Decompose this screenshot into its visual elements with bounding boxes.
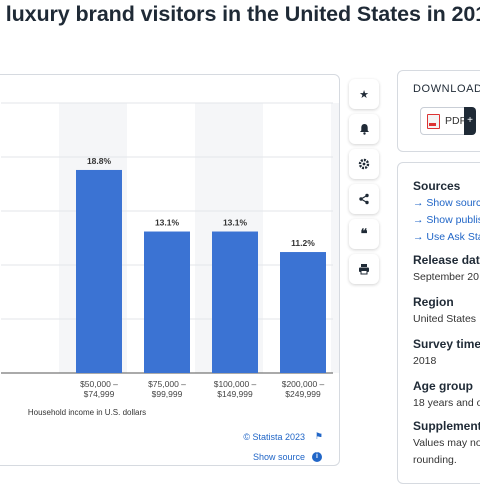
pdf-icon <box>427 113 440 129</box>
download-title: DOWNLOAD <box>413 83 480 95</box>
ask-statista-link[interactable]: → Use Ask Sta <box>413 231 480 243</box>
survey-time-heading: Survey time <box>413 337 480 351</box>
chart-panel: 18.8% $50,000 – $74,999 13.1% $75,000 – $99,9… <box>0 74 340 466</box>
x-tick-label: $50,000 – <box>80 379 118 389</box>
survey-time-value: 2018 <box>413 355 437 367</box>
supplement-line-1: Values may no <box>413 437 480 449</box>
data-label: 13.1% <box>223 218 248 228</box>
x-tick-label: $200,000 – <box>282 379 325 389</box>
bell-icon[interactable] <box>349 114 379 144</box>
x-tick-label: $149,999 <box>217 389 253 399</box>
data-label: 18.8% <box>87 156 112 166</box>
bar[interactable] <box>280 252 326 373</box>
chart-toolbar: ★ ❝ <box>349 79 379 289</box>
data-label: 11.2% <box>291 238 315 248</box>
print-icon[interactable] <box>349 254 379 284</box>
data-label: 13.1% <box>155 218 180 228</box>
supplement-heading: Supplement <box>413 419 480 433</box>
star-icon[interactable]: ★ <box>349 79 379 109</box>
gear-icon[interactable] <box>349 149 379 179</box>
share-icon[interactable] <box>349 184 379 214</box>
bar-chart: 18.8% $50,000 –$74,999 13.1% $75,000 –$99,9… <box>1 102 339 417</box>
plus-button[interactable]: + <box>464 107 476 135</box>
region-value: United States <box>413 313 477 325</box>
x-axis-label: Household income in U.S. dollars <box>28 408 146 417</box>
age-group-heading: Age group <box>413 379 473 393</box>
download-card: DOWNLOAD PDF + <box>397 70 480 152</box>
release-date-value: September 20 <box>413 271 479 283</box>
x-tick-label: $99,999 <box>152 389 183 399</box>
supplement-line-2: rounding. <box>413 454 457 466</box>
info-icon[interactable]: i <box>312 452 322 462</box>
x-tick-label: $75,000 – <box>148 379 186 389</box>
page-title: e luxury brand visitors in the United St… <box>0 2 480 26</box>
pdf-label: PDF <box>445 115 466 127</box>
column-shade <box>331 103 339 373</box>
details-card: Sources → Show sourc → Show publis → Use… <box>397 162 480 484</box>
show-source-detail-link[interactable]: → Show sourc <box>413 197 480 209</box>
show-source-link[interactable]: Show source <box>252 452 305 462</box>
show-publisher-link[interactable]: → Show publis <box>413 214 480 226</box>
pdf-download-button[interactable]: PDF <box>420 107 472 135</box>
sources-heading: Sources <box>413 179 461 193</box>
x-tick-label: $74,999 <box>84 389 115 399</box>
age-group-value: 18 years and o <box>413 397 480 409</box>
bar[interactable] <box>144 231 190 373</box>
bar[interactable] <box>76 169 122 373</box>
x-tick-label: $249,999 <box>285 389 321 399</box>
region-heading: Region <box>413 295 454 309</box>
bar[interactable] <box>212 231 258 373</box>
statista-credit[interactable]: © Statista 2023 <box>243 432 305 442</box>
quote-icon[interactable]: ❝ <box>349 219 379 249</box>
flag-icon[interactable]: ⚑ <box>314 431 323 441</box>
x-tick-label: $100,000 – <box>214 379 257 389</box>
release-date-heading: Release date <box>413 253 480 267</box>
